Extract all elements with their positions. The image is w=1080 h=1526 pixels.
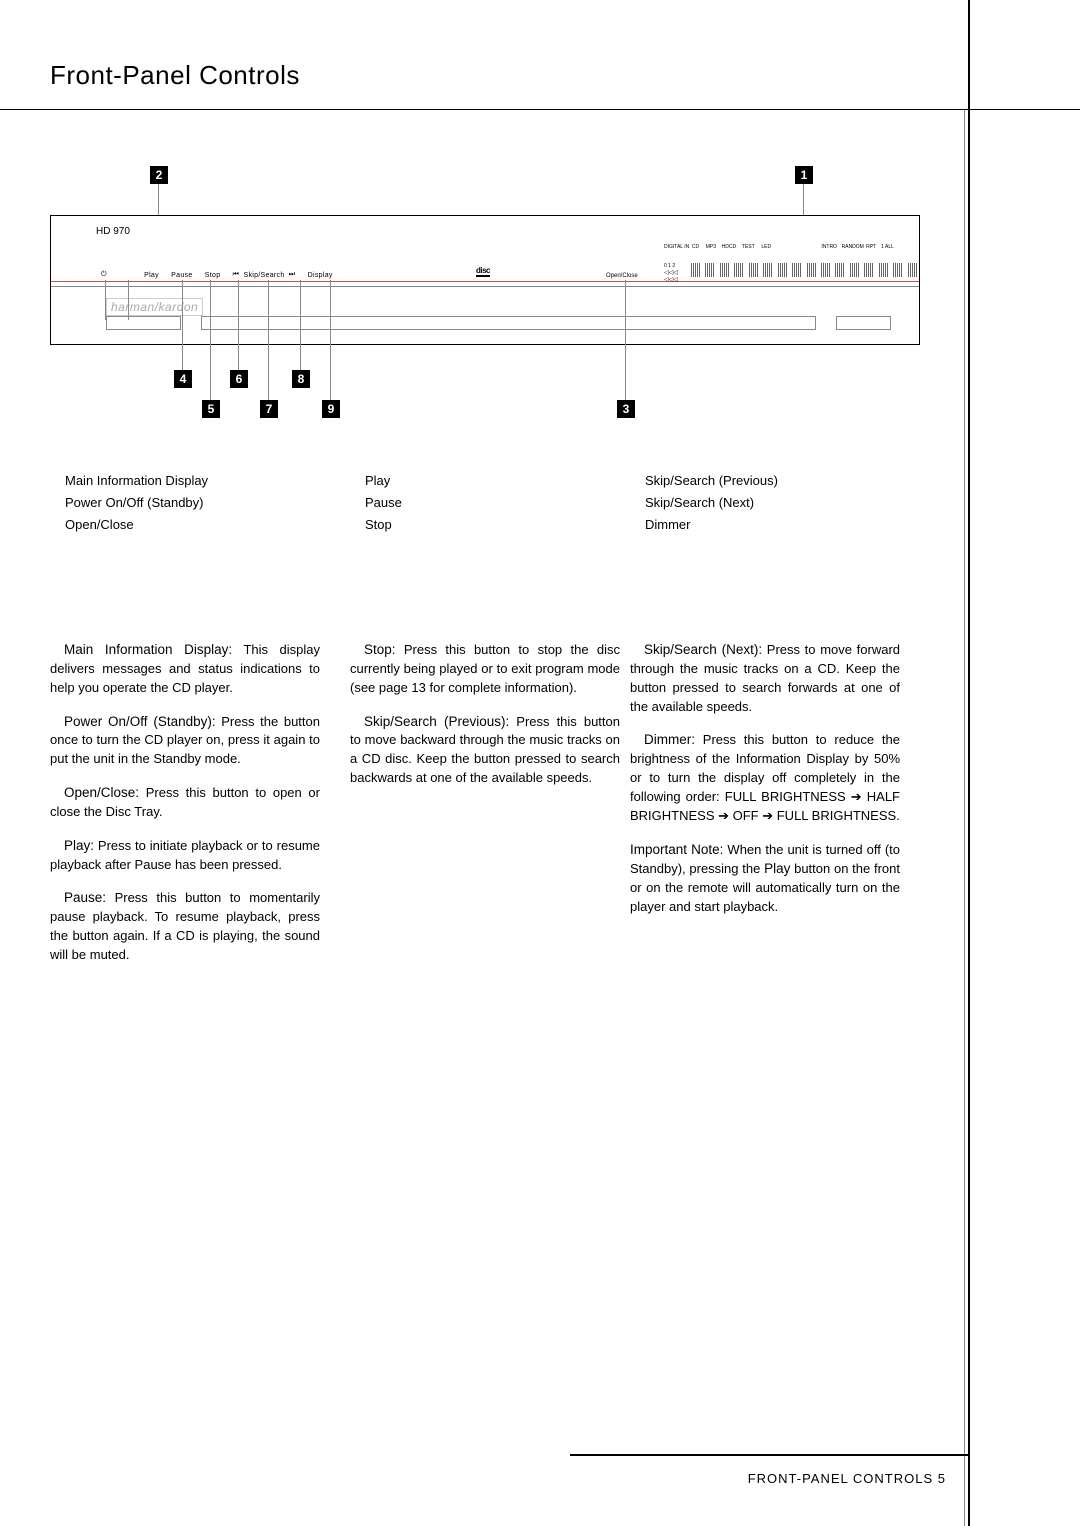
callout-line (268, 280, 269, 400)
play-label: Play (144, 272, 159, 279)
power-icon: ⏻ (101, 271, 107, 279)
disp-ind: RANDOM (842, 244, 862, 250)
disp-seg (734, 263, 743, 277)
open-close-label: Open/Close (606, 273, 638, 279)
term-dimmer: Dimmer: (644, 732, 695, 747)
callout-line (300, 280, 301, 370)
term-pause: Pause: (64, 890, 106, 905)
note-play-ref: Play (764, 861, 790, 876)
disp-seg (893, 263, 902, 277)
footer-label: FRONT-PANEL CONTROLS (748, 1471, 933, 1486)
disp-ind: RPT (866, 244, 876, 250)
callout-line (105, 280, 106, 320)
legend-item: Play (365, 470, 402, 492)
tray-outline (201, 316, 816, 330)
panel-button-row: ⏻ Play Pause Stop ⏮ Skip/Search ⏭ Displa… (101, 271, 343, 279)
callout-8: 8 (292, 370, 310, 388)
disp-seg (691, 263, 700, 277)
legend-item: Skip/Search (Previous) (645, 470, 778, 492)
pause-label: Pause (171, 272, 192, 279)
disp-seg (792, 263, 801, 277)
legend-item: Pause (365, 492, 402, 514)
disp-ind: HDCD (721, 244, 736, 250)
term-skip-next: Skip/Search (Next): (644, 642, 762, 657)
disp-seg (778, 263, 787, 277)
callout-7: 7 (260, 400, 278, 418)
footer-rule (570, 1454, 970, 1456)
legend-item: Main Information Display (65, 470, 208, 492)
legend-item: Stop (365, 514, 402, 536)
disp-ind: MP3 (705, 244, 717, 250)
callout-9: 9 (322, 400, 340, 418)
disp-seg (720, 263, 729, 277)
disp-sub: 0 1 2 (664, 263, 675, 269)
disp-ind: CD (690, 244, 700, 250)
disp-seg (850, 263, 859, 277)
title-divider (0, 109, 1080, 110)
disp-seg (763, 263, 772, 277)
prev-icon: ⏮ (233, 271, 240, 279)
page-footer: FRONT-PANEL CONTROLS 5 (748, 1471, 945, 1486)
term-note: Important Note: (630, 842, 723, 857)
callout-4: 4 (174, 370, 192, 388)
front-panel-diagram: 2 1 HD 970 ⏻ Play Pause Stop ⏮ Skip/Sear… (50, 160, 920, 450)
legend-item: Power On/Off (Standby) (65, 492, 208, 514)
button-outline (836, 316, 891, 330)
term-play: Play: (64, 838, 94, 853)
disp-seg (807, 263, 816, 277)
disp-seg (864, 263, 873, 277)
callout-6: 6 (230, 370, 248, 388)
page-right-rule (968, 0, 970, 1526)
callout-line (128, 280, 129, 320)
callout-1: 1 (795, 166, 813, 184)
term-open-close: Open/Close: (64, 785, 139, 800)
callout-2: 2 (150, 166, 168, 184)
page-title: Front-Panel Controls (50, 60, 970, 91)
callout-5: 5 (202, 400, 220, 418)
disp-seg (821, 263, 830, 277)
disp-ind: LED (760, 244, 772, 250)
info-display: DIGITAL IN CD MP3 HDCD TEST LED INTRO RA… (664, 244, 874, 274)
disp-ind: 1 ALL (881, 244, 895, 250)
page-inner-rule (964, 109, 965, 1526)
model-label: HD 970 (96, 226, 130, 237)
term-stop: Stop: (364, 642, 396, 657)
page-number: 5 (938, 1471, 945, 1486)
disp-seg (705, 263, 714, 277)
button-outline (106, 316, 181, 330)
skip-search-label: Skip/Search (244, 272, 285, 279)
term-skip-prev: Skip/Search (Previous): (364, 714, 509, 729)
term-power: Power On/Off (Standby): (64, 714, 216, 729)
callout-line (238, 280, 239, 370)
callout-line (330, 280, 331, 400)
device-panel: HD 970 ⏻ Play Pause Stop ⏮ Skip/Search ⏭… (50, 215, 920, 345)
stop-label: Stop (205, 272, 221, 279)
callout-3: 3 (617, 400, 635, 418)
disp-seg (879, 263, 888, 277)
term-main-info: Main Information Display: (64, 642, 232, 657)
callout-line (182, 280, 183, 370)
callout-line (625, 280, 626, 400)
disp-seg (835, 263, 844, 277)
display-label: Display (308, 272, 333, 279)
disp-seg (908, 263, 917, 277)
disc-logo: disc (476, 266, 490, 277)
disp-seg (749, 263, 758, 277)
legend-item: Open/Close (65, 514, 208, 536)
callout-line (210, 280, 211, 400)
brand-label: harman/kardon (106, 298, 203, 316)
disp-ind: DIGITAL IN (664, 244, 686, 250)
legend-item: Skip/Search (Next) (645, 492, 778, 514)
next-icon: ⏭ (289, 271, 296, 279)
disp-ind: INTRO (821, 244, 837, 250)
disp-ind: TEST (741, 244, 756, 250)
legend-item: Dimmer (645, 514, 778, 536)
